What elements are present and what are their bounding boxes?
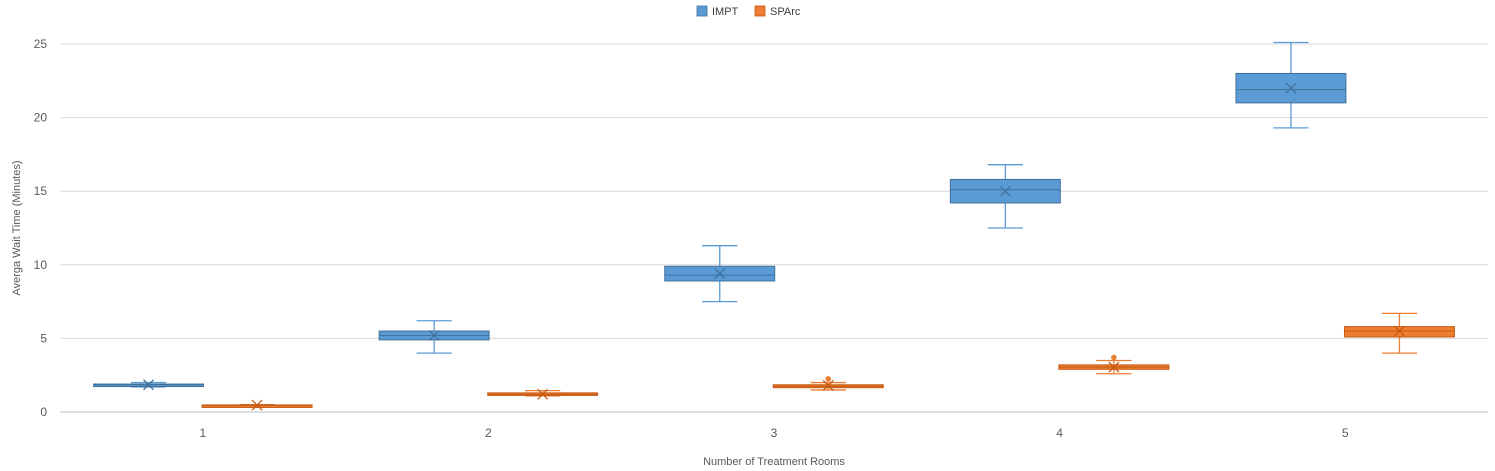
mean-marker: [1285, 82, 1297, 94]
x-tick-label: 1: [199, 426, 206, 440]
mean-marker: [251, 399, 263, 411]
mean-marker: [999, 185, 1011, 197]
mean-marker: [143, 379, 154, 391]
series-sparc: [201, 312, 1455, 411]
x-axis-ticks: 1 2 3 4 5: [199, 426, 1348, 440]
x-tick-label: 5: [1342, 426, 1349, 440]
mean-marker: [1108, 361, 1120, 373]
mean-marker: [822, 380, 834, 391]
x-tick-label: 3: [771, 426, 778, 440]
legend-swatch: [696, 5, 708, 17]
box-sparc-2: [487, 388, 599, 400]
y-tick-label: 10: [34, 258, 48, 272]
box-impt-1: [93, 379, 205, 391]
mean-marker: [1394, 325, 1405, 337]
y-axis-ticks: 0 5 10 15 20 25: [34, 37, 48, 419]
box-series: [93, 41, 1455, 411]
legend-label: SPArc: [770, 6, 801, 18]
x-axis-title: Number of Treatment Rooms: [703, 456, 845, 468]
gridlines: [60, 43, 1488, 413]
y-tick-label: 5: [40, 331, 47, 345]
outlier-point: [825, 376, 832, 382]
box-body: [1235, 72, 1347, 104]
x-tick-label: 4: [1056, 426, 1063, 440]
box-impt-4: [949, 164, 1061, 229]
mean-marker: [537, 388, 549, 400]
mean-marker: [428, 329, 440, 341]
x-tick-label: 2: [485, 426, 492, 440]
box-impt-2: [378, 320, 490, 354]
box-sparc-1: [201, 399, 313, 411]
legend-label: IMPT: [712, 6, 739, 18]
mean-marker: [714, 268, 726, 280]
y-tick-label: 25: [34, 37, 48, 51]
outlier-point: [1111, 354, 1117, 361]
series-impt: [93, 41, 1347, 391]
y-tick-label: 20: [34, 111, 48, 125]
legend-swatch: [754, 5, 766, 17]
box-impt-3: [664, 245, 776, 303]
box-sparc-4: [1058, 354, 1170, 375]
box-sparc-3: [772, 376, 884, 391]
box-sparc-5: [1343, 312, 1455, 354]
y-axis-title: Averga Wait Time (Minutes): [11, 160, 23, 295]
box-impt-5: [1235, 41, 1347, 129]
y-tick-label: 15: [34, 184, 48, 198]
legend: IMPT SPArc: [696, 5, 801, 18]
y-tick-label: 0: [40, 405, 47, 419]
